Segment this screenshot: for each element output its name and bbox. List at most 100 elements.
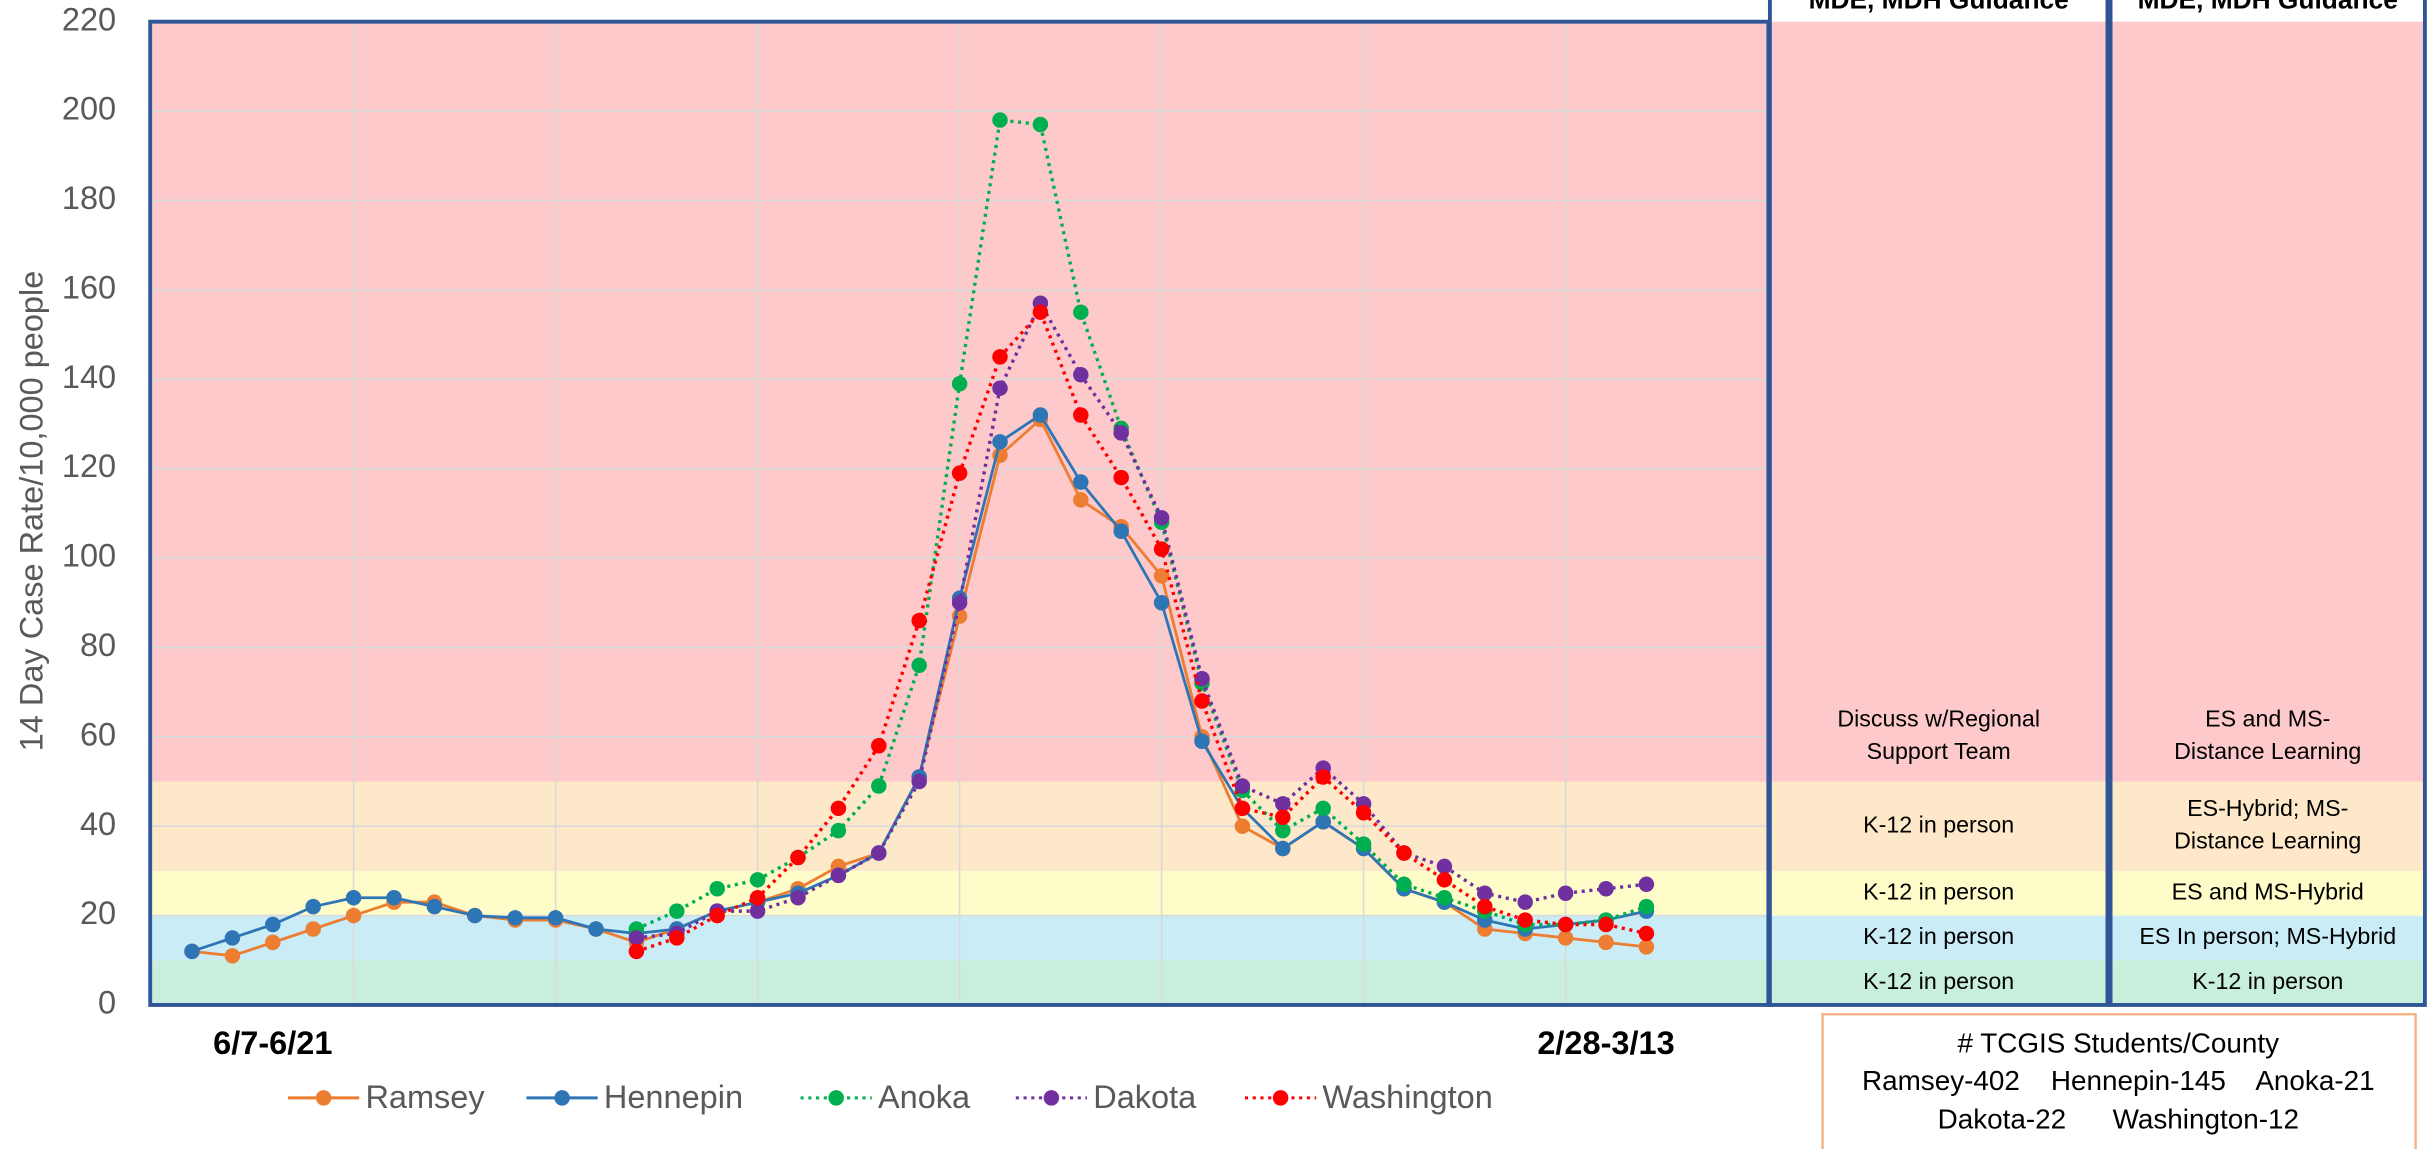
series-line (636, 299, 1647, 940)
marker (184, 943, 200, 960)
marker (588, 921, 604, 937)
legend-marker (1043, 1090, 1060, 1106)
marker (951, 375, 968, 392)
marker (1275, 822, 1291, 839)
panel-row-text: Distance Learning (2174, 828, 2361, 854)
marker (1153, 541, 1170, 557)
marker (669, 930, 685, 946)
marker (1638, 939, 1655, 955)
marker (1153, 594, 1170, 611)
marker (1234, 778, 1251, 794)
panel-band (1769, 915, 2108, 961)
y-tick-label: 20 (80, 895, 116, 931)
marker (1153, 510, 1170, 526)
marker (1517, 912, 1533, 928)
legend-label: Hennepin (604, 1079, 743, 1115)
marker (305, 898, 321, 915)
marker (1598, 916, 1614, 933)
marker (1638, 925, 1655, 942)
info-title: # TCGIS Students/County (1958, 1028, 2280, 1059)
marker (1032, 304, 1049, 320)
y-tick-label: 200 (62, 91, 116, 127)
marker (911, 612, 927, 629)
panel-frame (1767, 0, 2110, 1007)
marker (992, 380, 1008, 396)
panel-row-text: ES and MS- (2205, 706, 2330, 732)
panel-band (2110, 781, 2425, 871)
marker (1275, 809, 1291, 826)
panel-row-text: K-12 in person (1863, 811, 2014, 837)
marker (1113, 523, 1129, 539)
marker (386, 889, 402, 906)
marker (871, 845, 887, 861)
marker (1355, 805, 1372, 821)
panel-row-text: K-12 in person (2192, 968, 2343, 994)
panel-row-text: K-12 in person (1863, 968, 2014, 994)
marker (1436, 889, 1453, 906)
marker (1557, 930, 1574, 946)
marker (1396, 845, 1412, 861)
y-tick-label: 60 (80, 716, 116, 752)
marker (1396, 876, 1412, 893)
marker (224, 948, 241, 964)
legend-marker (1272, 1090, 1289, 1106)
legend-marker (828, 1090, 844, 1106)
marker (709, 881, 725, 897)
marker (1234, 800, 1251, 817)
marker (1275, 840, 1291, 857)
marker (1355, 836, 1372, 852)
marker (951, 594, 968, 611)
marker (1032, 116, 1049, 133)
panel-title: MDE, MDH Guidance (2138, 0, 2398, 15)
marker (790, 849, 806, 866)
marker (1234, 818, 1251, 834)
y-tick-label: 160 (62, 269, 116, 305)
marker (1194, 733, 1210, 750)
marker (345, 889, 362, 906)
panel-row-text: ES-Hybrid; MS- (2187, 795, 2348, 821)
marker (830, 800, 847, 817)
marker (1477, 885, 1493, 901)
panel-row-text: ES and MS-Hybrid (2172, 878, 2364, 904)
info-line: Dakota-22 Washington-12 (1938, 1103, 2299, 1134)
panel-band (1769, 781, 2108, 871)
legend-marker (315, 1090, 332, 1106)
marker (1638, 898, 1655, 915)
marker (1557, 885, 1574, 901)
marker (951, 465, 968, 481)
legend-marker (554, 1090, 570, 1106)
panel-band (1769, 960, 2108, 1005)
marker (467, 907, 483, 924)
marker (1073, 367, 1089, 383)
marker (1436, 858, 1453, 875)
y-tick-label: 100 (62, 538, 116, 574)
marker (547, 910, 564, 926)
marker (1557, 916, 1574, 933)
marker (1113, 425, 1129, 441)
marker (911, 773, 927, 790)
marker (1073, 407, 1089, 423)
marker (1315, 813, 1331, 830)
panel-band (2110, 870, 2425, 916)
marker (749, 903, 766, 919)
x-tick-label: 2/28-3/13 (1537, 1025, 1674, 1061)
panel-row-text: Distance Learning (2174, 738, 2361, 764)
marker (669, 903, 685, 919)
marker (749, 872, 766, 888)
y-tick-label: 80 (80, 627, 116, 663)
legend-label: Dakota (1093, 1079, 1197, 1115)
marker (1436, 872, 1453, 888)
marker (871, 778, 887, 794)
marker (1073, 304, 1089, 320)
marker (790, 889, 806, 906)
panel-row-text: Discuss w/Regional (1837, 706, 2040, 732)
marker (265, 934, 281, 951)
panel-frame (2108, 0, 2427, 1007)
marker (628, 943, 645, 960)
y-tick-label: 180 (62, 180, 116, 216)
marker (1477, 898, 1493, 915)
marker (1073, 474, 1089, 490)
marker (1153, 568, 1170, 584)
legend-label: Anoka (878, 1079, 971, 1115)
